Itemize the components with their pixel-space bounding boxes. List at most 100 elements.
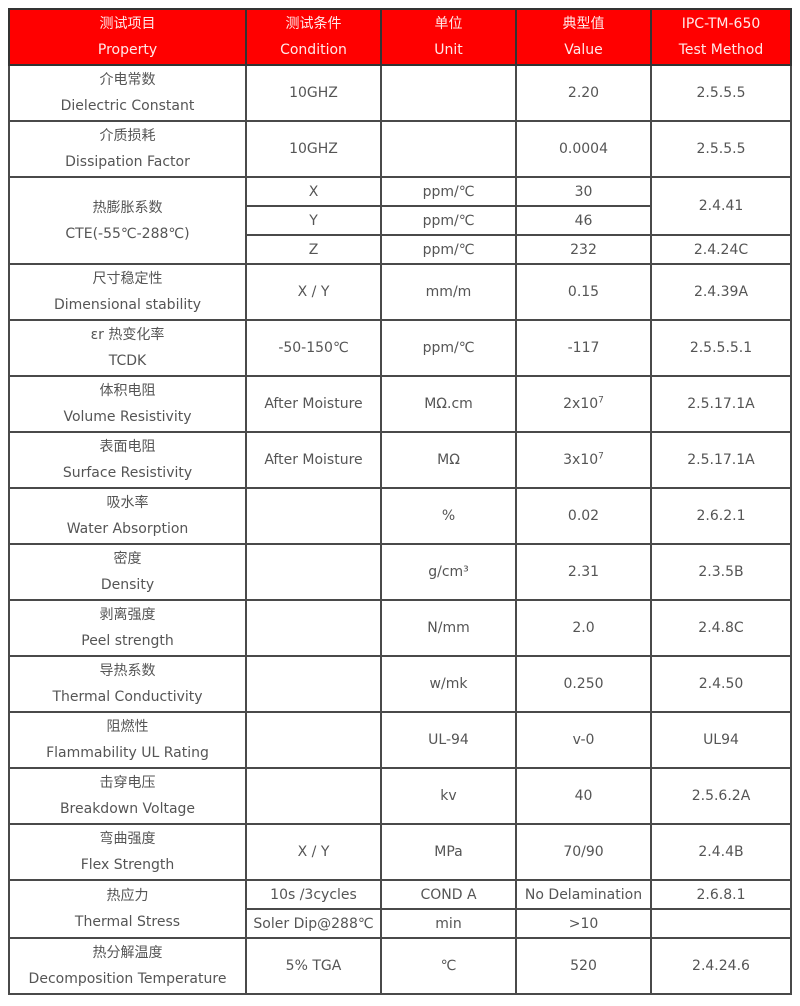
- table-cell: ppm/℃: [380, 205, 517, 236]
- table-cell: 2.4.39A: [650, 263, 792, 321]
- header-en: Property: [97, 42, 158, 58]
- header-zh: 单位: [434, 16, 463, 32]
- cell-text: 2.5.6.2A: [691, 788, 751, 804]
- table-cell: ℃: [380, 937, 517, 995]
- exponent: 7: [598, 395, 604, 406]
- table-cell: 10s /3cycles: [245, 879, 382, 910]
- table-cell: X / Y: [245, 823, 382, 881]
- property-en: Dielectric Constant: [60, 98, 195, 114]
- property-en: Peel strength: [81, 633, 174, 649]
- cell-text: ppm/℃: [422, 241, 475, 258]
- cell-text: 2.5.5.5.1: [689, 340, 753, 356]
- cell-text: No Delamination: [524, 886, 643, 903]
- cell-text: MΩ: [437, 452, 460, 468]
- cell-text: ppm/℃: [422, 183, 475, 200]
- header-zh: 测试条件: [285, 16, 342, 32]
- cell-text: 40: [574, 788, 593, 804]
- header-unit: 单位 Unit: [380, 8, 517, 66]
- table-cell: [650, 908, 792, 939]
- table-cell: [380, 120, 517, 178]
- property-zh: 密度: [113, 551, 142, 567]
- table-cell: X / Y: [245, 263, 382, 321]
- table-cell: ppm/℃: [380, 234, 517, 265]
- table-cell: 2.4.50: [650, 655, 792, 713]
- cell-text: 2.31: [567, 564, 600, 580]
- property-zh: 热分解温度: [92, 945, 163, 961]
- cell-text: 2.4.50: [698, 676, 744, 692]
- table-cell: N/mm: [380, 599, 517, 657]
- table-cell: 3x107: [515, 431, 652, 489]
- property-en: Thermal Stress: [74, 914, 181, 930]
- property-en: Dimensional stability: [53, 297, 202, 313]
- cell-text: MPa: [434, 844, 463, 860]
- property-cell: 击穿电压 Breakdown Voltage: [8, 767, 247, 825]
- cell-text: 520: [570, 958, 597, 974]
- header-condition: 测试条件 Condition: [245, 8, 382, 66]
- table-cell: 2.5.17.1A: [650, 431, 792, 489]
- property-en: CTE(-55℃-288℃): [65, 225, 190, 242]
- property-en: Density: [100, 577, 155, 593]
- cell-text: 2.20: [567, 85, 600, 101]
- table-row: Soler Dip@288℃ min >10: [9, 908, 792, 939]
- property-en: Thermal Conductivity: [52, 689, 203, 705]
- table-cell: After Moisture: [245, 375, 382, 433]
- cell-text: 70/90: [563, 844, 604, 860]
- table-row: 导热系数 Thermal Conductivity w/mk 0.250 2.4.50: [8, 655, 792, 713]
- table-cell: MPa: [380, 823, 517, 881]
- cell-text: 2x10: [563, 396, 599, 412]
- property-cell: 导热系数 Thermal Conductivity: [8, 655, 247, 713]
- table-cell: After Moisture: [245, 431, 382, 489]
- property-en: TCDK: [108, 353, 147, 369]
- property-cell: 体积电阻 Volume Resistivity: [8, 375, 247, 433]
- property-cell: 密度 Density: [8, 543, 247, 601]
- property-zh: 介电常数: [99, 72, 156, 88]
- table-row: 热分解温度 Decomposition Temperature 5% TGA ℃ 520…: [8, 937, 792, 995]
- header-test-method: IPC-TM-650 Test Method: [650, 8, 792, 66]
- header-zh: 典型值: [562, 16, 605, 32]
- property-en: Flex Strength: [80, 857, 175, 873]
- property-cell: 吸水率 Water Absorption: [8, 487, 247, 545]
- property-zh: 击穿电压: [99, 775, 156, 791]
- table-cell: v-0: [515, 711, 652, 769]
- property-cell: 热应力 Thermal Stress: [8, 879, 247, 939]
- table-cell: 2.4.24.6: [650, 937, 792, 995]
- property-zh: 导热系数: [99, 663, 156, 679]
- property-en: Decomposition Temperature: [28, 971, 227, 987]
- table-cell: 2.4.8C: [650, 599, 792, 657]
- cell-text: g/cm³: [428, 564, 469, 580]
- table-cell: 2.20: [515, 64, 652, 122]
- property-zh: 剥离强度: [99, 607, 156, 623]
- cell-text: 2.4.24.6: [692, 958, 750, 974]
- header-property: 测试项目 Property: [8, 8, 247, 66]
- table-cell: 2.5.6.2A: [650, 767, 792, 825]
- table-cell: 2.5.17.1A: [650, 375, 792, 433]
- table-cell: [245, 655, 382, 713]
- table-cell: -117: [515, 319, 652, 377]
- table-cell: mm/m: [380, 263, 517, 321]
- table-cell: No Delamination: [515, 879, 652, 910]
- cell-text: X / Y: [297, 844, 330, 860]
- cell-text: After Moisture: [264, 396, 363, 412]
- table-cell: Y: [245, 205, 382, 236]
- cell-text: ppm/℃: [422, 340, 475, 356]
- cell-text: COND A: [420, 886, 477, 903]
- table-cell: w/mk: [380, 655, 517, 713]
- property-zh: 体积电阻: [99, 383, 156, 399]
- table-cell: >10: [515, 908, 652, 939]
- cell-text: w/mk: [429, 676, 468, 692]
- cell-text: 232: [570, 241, 597, 258]
- table-cell: 2.5.5.5.1: [650, 319, 792, 377]
- header-zh: 测试项目: [99, 16, 156, 32]
- cell-text: UL-94: [428, 732, 469, 748]
- cell-text: Soler Dip@288℃: [253, 915, 374, 932]
- table-cell: MΩ: [380, 431, 517, 489]
- cell-text: UL94: [703, 732, 739, 748]
- table-cell: 2x107: [515, 375, 652, 433]
- table-cell: 46: [515, 205, 652, 236]
- property-cell: 弯曲强度 Flex Strength: [8, 823, 247, 881]
- table-cell: 0.0004: [515, 120, 652, 178]
- cell-text: 10GHZ: [289, 141, 338, 157]
- table-cell: 232: [515, 234, 652, 265]
- cell-text: 0.0004: [559, 141, 608, 157]
- table-cell: min: [380, 908, 517, 939]
